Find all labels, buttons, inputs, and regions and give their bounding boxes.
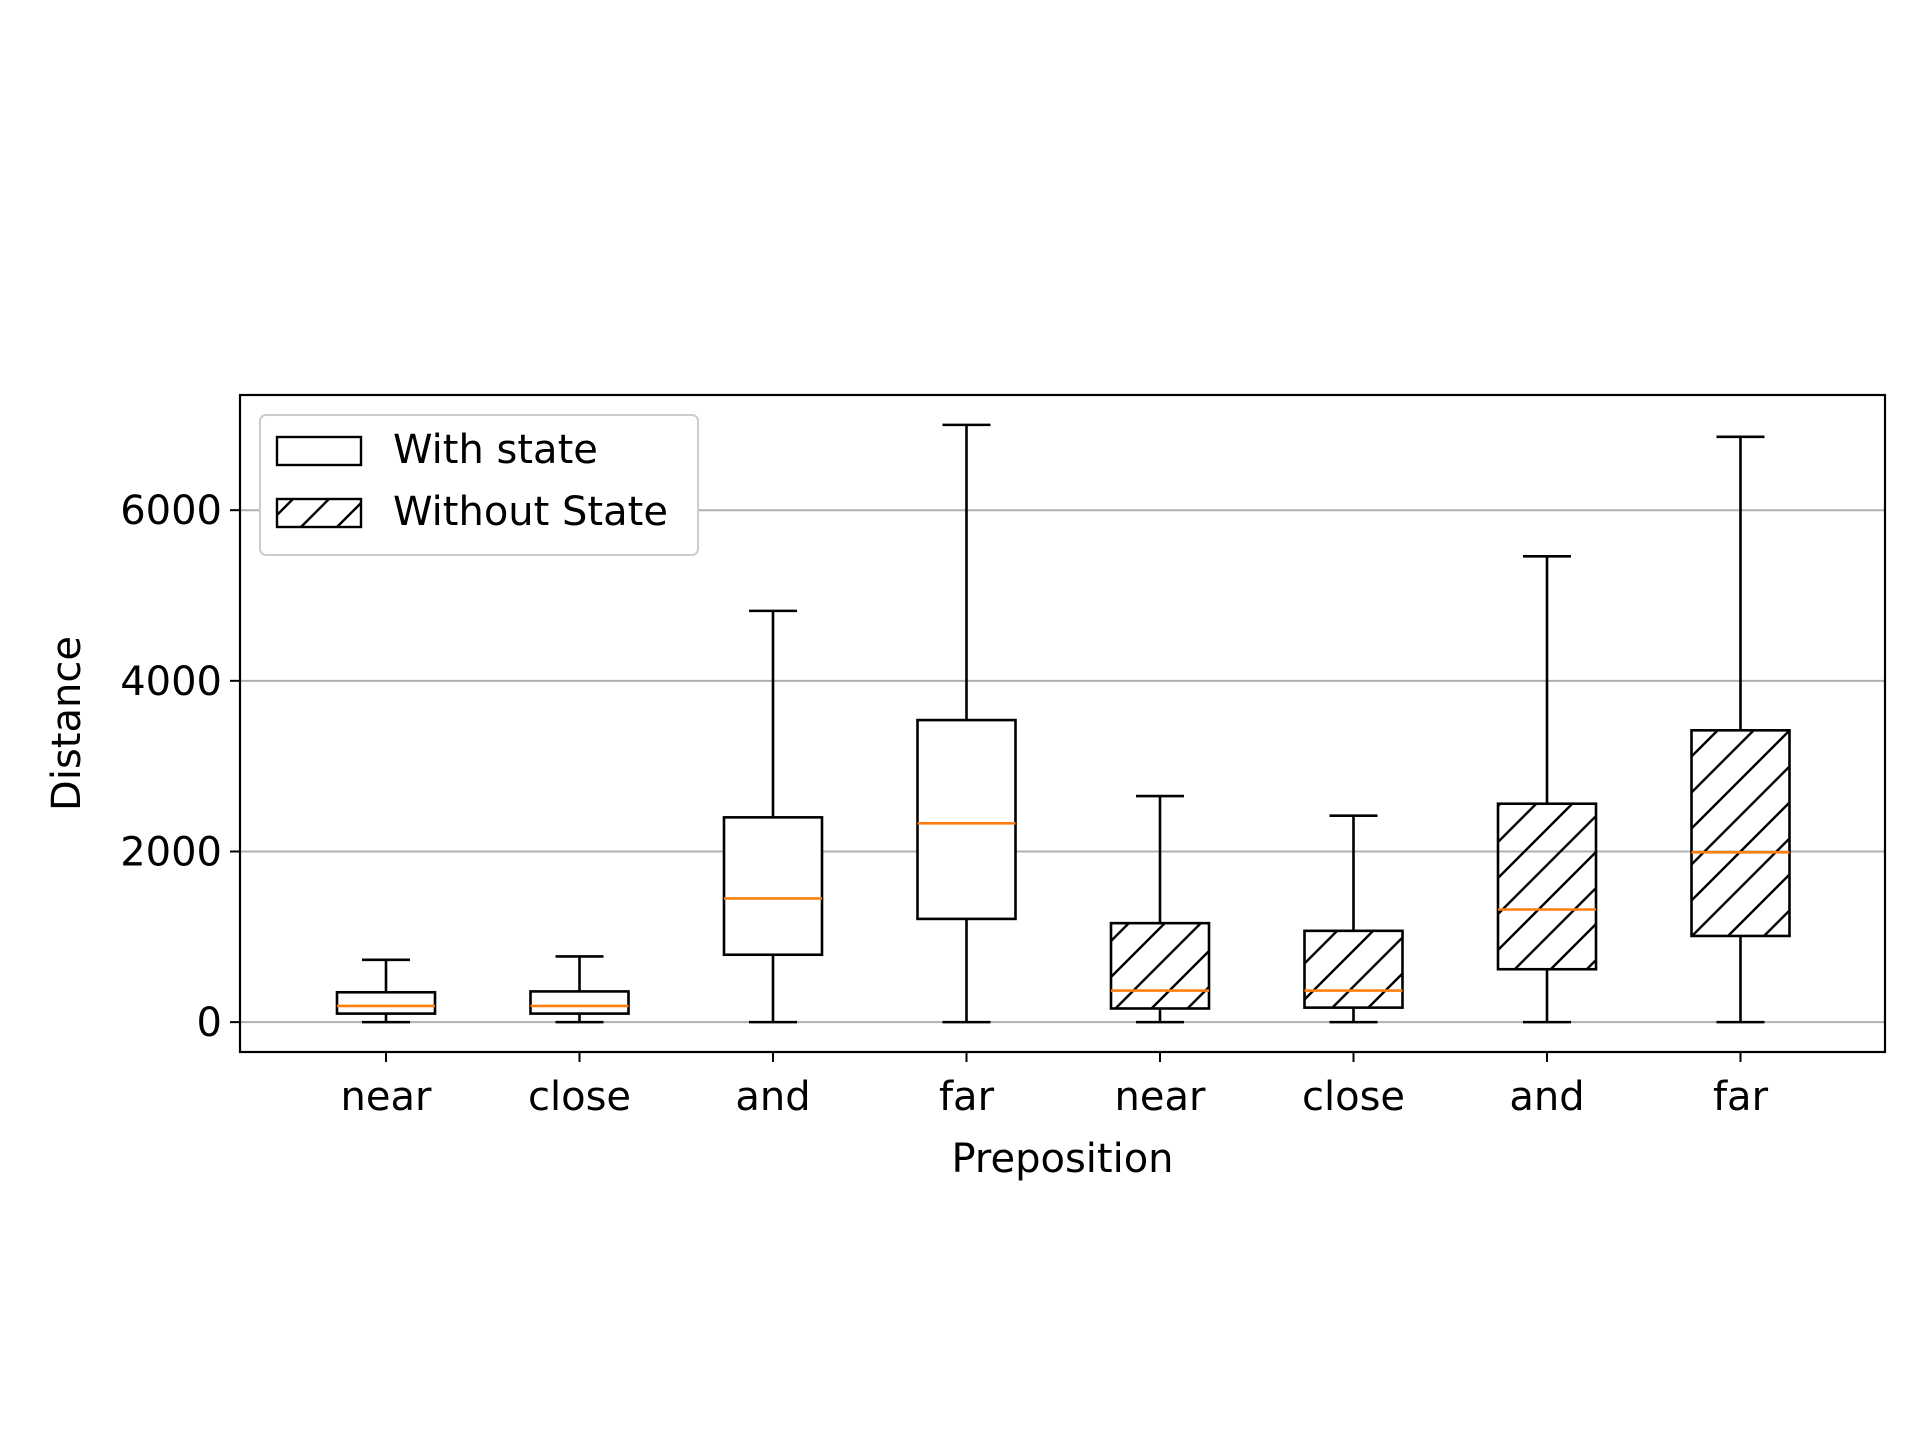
box-with-state-far: [916, 423, 1017, 1024]
plot-frame: [238, 393, 1887, 1054]
legend-label-1: Without State: [393, 489, 668, 535]
legend-label-0: With state: [393, 427, 598, 473]
box-body: [722, 816, 824, 957]
box-body: [1690, 729, 1791, 938]
x-tick-label: near: [341, 1074, 432, 1120]
box-body: [335, 990, 437, 1015]
box-body: [529, 990, 630, 1015]
box-body: [1496, 802, 1598, 971]
box-series: [335, 423, 1791, 1024]
y-tick-label: 6000: [120, 488, 222, 534]
legend-swatch-0: [275, 435, 363, 467]
box-body: [916, 718, 1017, 921]
legend-frame: [259, 414, 699, 556]
box-without-state-close: [1303, 814, 1404, 1024]
box-body: [1303, 929, 1404, 1009]
y-tick-label: 4000: [120, 659, 222, 705]
y-axis-title: Distance: [44, 636, 90, 811]
legend: With state Without State: [259, 414, 699, 556]
legend-swatch-1: [275, 497, 363, 529]
y-tick-label: 2000: [120, 829, 222, 875]
x-tick-label: far: [1713, 1074, 1769, 1120]
box-with-state-and: [722, 609, 824, 1024]
x-tick-label: close: [528, 1074, 631, 1120]
box-body: [1109, 921, 1211, 1010]
box-with-state-close: [529, 955, 630, 1024]
x-tick-label: close: [1302, 1074, 1405, 1120]
box-without-state-near: [1109, 794, 1211, 1024]
box-without-state-and: [1496, 554, 1598, 1024]
x-axis-title: Preposition: [951, 1136, 1173, 1182]
box-without-state-far: [1690, 435, 1791, 1024]
box-with-state-near: [335, 958, 437, 1024]
grid-lines: [240, 509, 1885, 1024]
y-tick-label: 0: [197, 1000, 222, 1046]
x-tick-label: far: [939, 1074, 995, 1120]
x-tick-label: and: [1509, 1074, 1584, 1120]
x-tick-label: near: [1115, 1074, 1206, 1120]
axes: 0 2000 4000 6000 near close and far near close and…: [44, 393, 1887, 1182]
x-tick-label: and: [735, 1074, 810, 1120]
